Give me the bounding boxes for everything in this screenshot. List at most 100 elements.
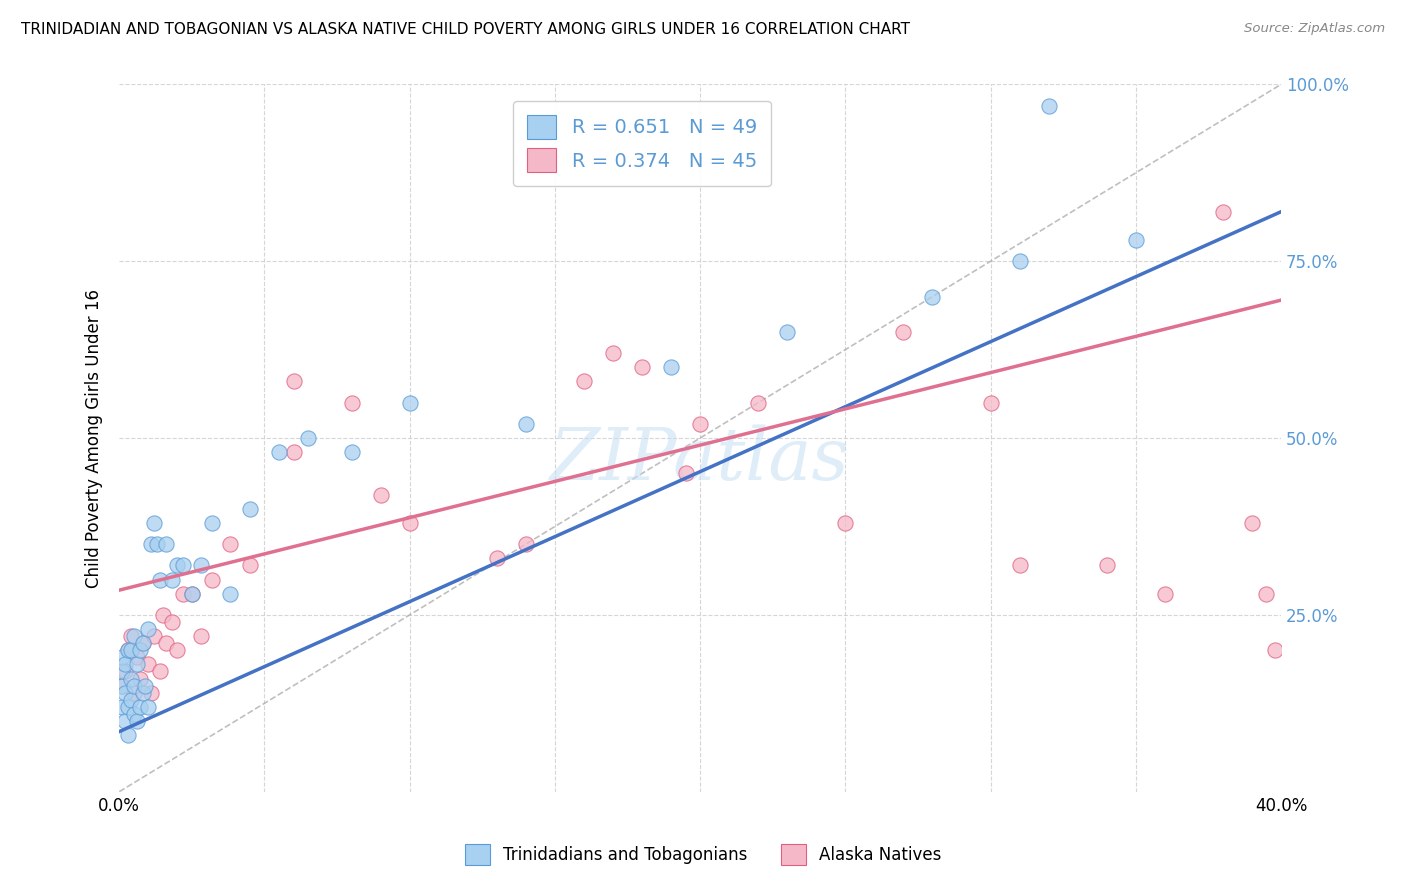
Point — [111, 650, 134, 665]
Point — [190, 558, 212, 573]
Point — [172, 558, 194, 573]
Point — [122, 686, 145, 700]
Point — [117, 643, 139, 657]
Legend: R = 0.651   N = 49, R = 0.374   N = 45: R = 0.651 N = 49, R = 0.374 N = 45 — [513, 101, 770, 186]
Point — [1008, 558, 1031, 573]
Point — [111, 665, 134, 679]
Point — [134, 679, 156, 693]
Point — [689, 417, 711, 431]
Point — [602, 346, 624, 360]
Point — [131, 636, 153, 650]
Point — [267, 445, 290, 459]
Point — [120, 629, 142, 643]
Point — [1240, 516, 1263, 530]
Point — [117, 699, 139, 714]
Point — [128, 699, 150, 714]
Point — [125, 714, 148, 728]
Point — [283, 445, 305, 459]
Text: Source: ZipAtlas.com: Source: ZipAtlas.com — [1244, 22, 1385, 36]
Point — [131, 686, 153, 700]
Point — [572, 375, 595, 389]
Point — [166, 643, 188, 657]
Point — [120, 692, 142, 706]
Point — [1125, 233, 1147, 247]
Point — [141, 537, 163, 551]
Point — [128, 643, 150, 657]
Point — [834, 516, 856, 530]
Point — [776, 325, 799, 339]
Point — [1256, 587, 1278, 601]
Text: TRINIDADIAN AND TOBAGONIAN VS ALASKA NATIVE CHILD POVERTY AMONG GIRLS UNDER 16 C: TRINIDADIAN AND TOBAGONIAN VS ALASKA NAT… — [21, 22, 910, 37]
Point — [114, 665, 136, 679]
Point — [149, 573, 172, 587]
Point — [117, 643, 139, 657]
Point — [485, 551, 508, 566]
Point — [180, 587, 202, 601]
Point — [1264, 643, 1286, 657]
Point — [125, 657, 148, 672]
Point — [136, 657, 159, 672]
Point — [1212, 204, 1234, 219]
Point — [122, 706, 145, 721]
Point — [201, 516, 224, 530]
Point — [218, 537, 240, 551]
Text: ZIPatlas: ZIPatlas — [550, 424, 851, 494]
Point — [152, 607, 174, 622]
Point — [131, 636, 153, 650]
Point — [1095, 558, 1118, 573]
Point — [155, 537, 177, 551]
Point — [146, 537, 169, 551]
Point — [128, 672, 150, 686]
Point — [515, 537, 537, 551]
Point — [149, 665, 172, 679]
Point — [747, 395, 769, 409]
Point — [155, 636, 177, 650]
Point — [114, 714, 136, 728]
Point — [180, 587, 202, 601]
Point — [398, 395, 420, 409]
Point — [239, 558, 262, 573]
Point — [631, 360, 654, 375]
Point — [143, 629, 166, 643]
Point — [398, 516, 420, 530]
Point — [980, 395, 1002, 409]
Point — [114, 657, 136, 672]
Point — [1008, 254, 1031, 268]
Point — [172, 587, 194, 601]
Point — [122, 679, 145, 693]
Point — [122, 629, 145, 643]
Point — [370, 488, 392, 502]
Point — [893, 325, 915, 339]
Point — [160, 573, 183, 587]
Point — [166, 558, 188, 573]
Point — [136, 622, 159, 636]
Point — [1038, 98, 1060, 112]
Point — [120, 643, 142, 657]
Point — [659, 360, 682, 375]
Point — [136, 699, 159, 714]
Point — [160, 615, 183, 629]
Point — [515, 417, 537, 431]
Point — [239, 501, 262, 516]
Legend: Trinidadians and Tobagonians, Alaska Natives: Trinidadians and Tobagonians, Alaska Nat… — [454, 834, 952, 875]
Point — [141, 686, 163, 700]
Point — [120, 672, 142, 686]
Point — [201, 573, 224, 587]
Point — [114, 686, 136, 700]
Point — [111, 679, 134, 693]
Point — [297, 431, 319, 445]
Y-axis label: Child Poverty Among Girls Under 16: Child Poverty Among Girls Under 16 — [86, 289, 103, 588]
Point — [218, 587, 240, 601]
Point — [1153, 587, 1175, 601]
Point — [125, 650, 148, 665]
Point — [921, 290, 943, 304]
Point — [117, 728, 139, 742]
Point — [111, 679, 134, 693]
Point — [283, 375, 305, 389]
Point — [675, 467, 697, 481]
Point — [190, 629, 212, 643]
Point — [340, 395, 363, 409]
Point — [340, 445, 363, 459]
Point — [143, 516, 166, 530]
Point — [111, 699, 134, 714]
